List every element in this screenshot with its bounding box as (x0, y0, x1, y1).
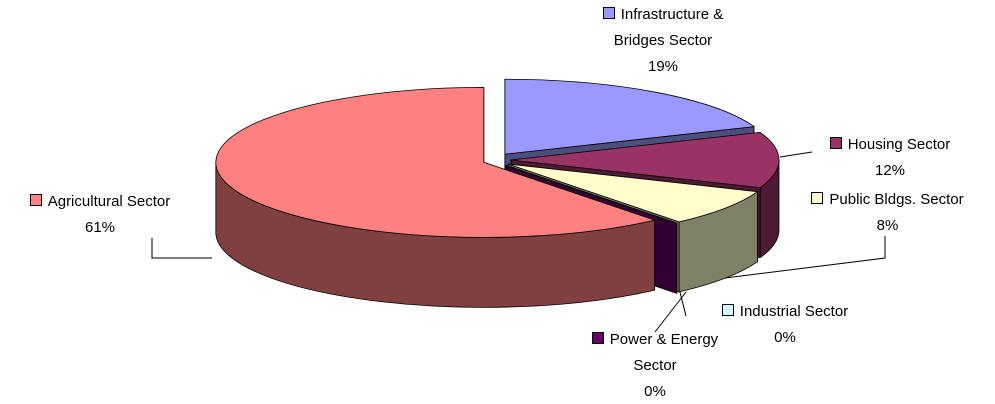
legend-swatch (829, 137, 842, 149)
slice-name: Infrastructure & Bridges Sector (613, 6, 724, 49)
leader-line (679, 291, 687, 317)
leader-line (151, 238, 212, 259)
leader-line (779, 151, 813, 158)
pie-slice (505, 165, 677, 224)
slice-name: Public Bldgs. Sector (829, 191, 964, 208)
slice-name: Industrial Sector (739, 303, 849, 320)
slice-tops (215, 78, 780, 238)
data-label: Infrastructure & Bridges Sector 19% (583, 2, 743, 80)
slice-percent: 61% (84, 219, 116, 236)
legend-swatch (591, 332, 604, 344)
slice-name: Power & Energy Sector (609, 331, 719, 374)
pie-slice (508, 163, 759, 223)
data-label: Housing Sector 12% (800, 132, 980, 184)
legend-swatch (811, 192, 824, 204)
slice-percent: 8% (876, 217, 899, 234)
slice-percent: 0% (644, 383, 666, 400)
slice-percent: 12% (874, 162, 906, 179)
slice-name: Agricultural Sector (47, 193, 171, 210)
pie-slice (504, 78, 756, 155)
data-label: Power & Energy Sector 0% (570, 327, 740, 404)
data-label: Industrial Sector 0% (680, 299, 890, 351)
legend-swatch (29, 194, 42, 206)
slice-name: Housing Sector (847, 136, 951, 153)
legend-swatch (602, 7, 615, 19)
leader-lines (151, 151, 886, 333)
slice-percent: 0% (774, 329, 796, 346)
leader-line (724, 236, 886, 279)
data-label: Public Bldgs. Sector 8% (785, 187, 990, 239)
legend-swatch (721, 304, 734, 316)
leader-line (654, 291, 687, 333)
slice-percent: 19% (647, 58, 679, 75)
pie-slice (215, 86, 657, 238)
data-label: Agricultural Sector 61% (5, 189, 195, 241)
pie-slice (510, 131, 780, 189)
